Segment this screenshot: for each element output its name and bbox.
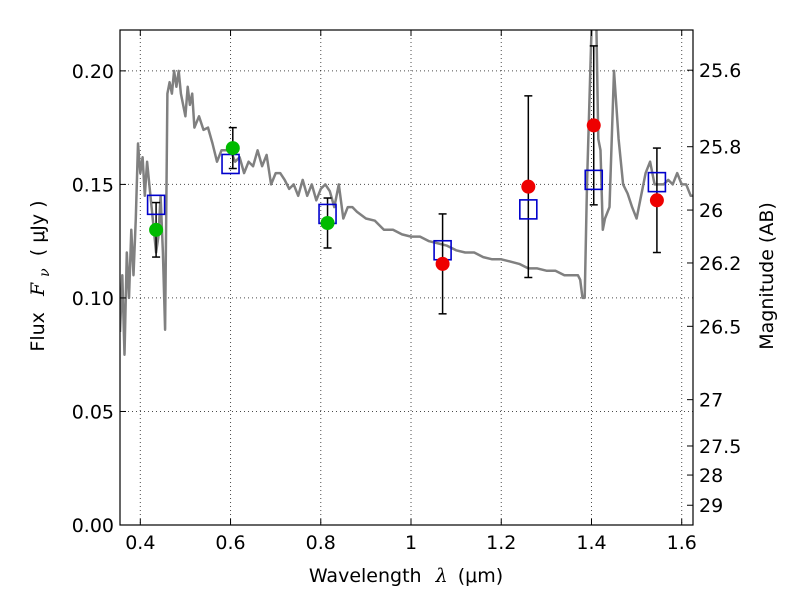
y-tick-label: 0.05 bbox=[72, 401, 114, 423]
marker-layer bbox=[146, 118, 667, 271]
x-axis-label-symbol: λ bbox=[435, 565, 448, 587]
model-photometry-square bbox=[146, 194, 166, 216]
right-tick-label: 29 bbox=[699, 495, 723, 517]
x-tick-label: 1.6 bbox=[667, 532, 697, 554]
y-axis-label-symbol: F bbox=[27, 282, 49, 297]
right-tick-label: 25.6 bbox=[699, 60, 741, 82]
model-photometry-square bbox=[584, 169, 604, 191]
x-tick-label: 1.4 bbox=[576, 532, 606, 554]
infrared-point bbox=[649, 193, 664, 208]
spectrum-line bbox=[120, 30, 693, 356]
optical-point bbox=[149, 222, 164, 237]
y-tick-label: 0.10 bbox=[72, 288, 114, 310]
x-axis-label-text: Wavelength bbox=[309, 565, 422, 587]
tick-layer: 0.4 0.6 0.8 1 1.2 1.4 1.6 0.00 0.05 0.10 0.15 0.20 2… bbox=[72, 30, 741, 554]
y-axis-label-unit: ( μJy ) bbox=[27, 200, 49, 256]
right-tick-label: 28 bbox=[699, 465, 723, 487]
y-axis-label-subscript: ν bbox=[37, 268, 53, 277]
optical-point bbox=[320, 216, 335, 231]
grid bbox=[120, 30, 693, 526]
infrared-point bbox=[586, 118, 601, 133]
infrared-point bbox=[435, 256, 450, 271]
model-photometry-square bbox=[519, 199, 538, 220]
x-tick-label: 0.6 bbox=[215, 532, 245, 554]
x-tick-label: 0.4 bbox=[125, 532, 155, 554]
optical-point bbox=[225, 141, 240, 156]
plot-frame bbox=[119, 29, 694, 526]
right-tick-label: 27.5 bbox=[699, 436, 741, 458]
y-tick-label: 0.00 bbox=[72, 515, 114, 537]
y-axis-label-text: Flux bbox=[27, 312, 49, 352]
x-tick-label: 1.2 bbox=[486, 532, 516, 554]
x-tick-label: 1 bbox=[405, 532, 417, 554]
model-photometry-square bbox=[647, 171, 667, 193]
right-tick-label: 25.8 bbox=[699, 137, 741, 159]
right-tick-label: 26.5 bbox=[699, 316, 741, 338]
right-tick-label: 26 bbox=[699, 200, 723, 222]
y-tick-label: 0.20 bbox=[72, 61, 114, 83]
spectrum-layer bbox=[120, 30, 693, 356]
infrared-point bbox=[521, 179, 536, 194]
right-tick-label: 26.2 bbox=[699, 253, 741, 275]
y-axis-label: Flux F ν ( μJy ) bbox=[27, 200, 54, 351]
x-axis-label: Wavelength λ (μm) bbox=[309, 565, 503, 587]
right-tick-label: 27 bbox=[699, 390, 723, 412]
right-axis-label: Magnitude (AB) bbox=[756, 202, 778, 350]
y-tick-label: 0.15 bbox=[72, 174, 114, 196]
x-axis-label-unit: (μm) bbox=[458, 565, 503, 587]
x-tick-label: 0.8 bbox=[306, 532, 336, 554]
